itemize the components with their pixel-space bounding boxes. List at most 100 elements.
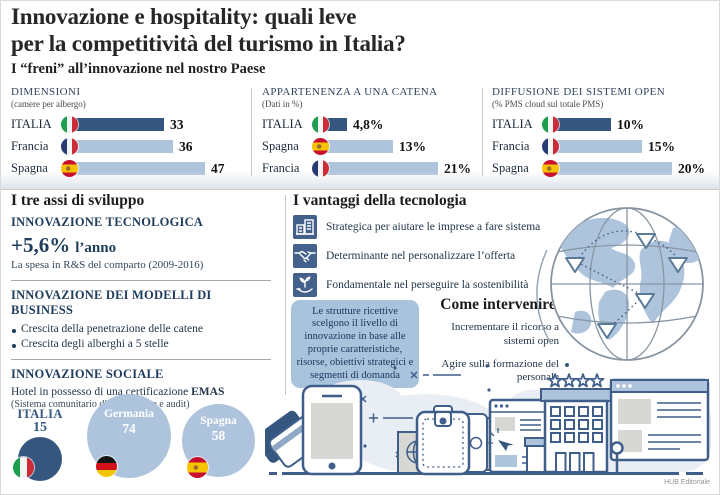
country-label: ITALIA (11, 117, 52, 131)
note-text: Le strutture ricettive scelgono il livel… (296, 305, 414, 381)
smartphone-icon (301, 384, 363, 476)
hotel-building-icon (524, 373, 612, 474)
vantaggi-item: Strategica per aiutare le imprese a fare… (293, 215, 543, 239)
map-markers (565, 233, 688, 339)
bullet-item: Crescita della penetrazione delle catene (11, 323, 273, 335)
bar-chart: ITALIA 10% Francia 15% Spagna 20% (492, 114, 713, 179)
intervenire-item: Agire sulla formazione del personale (425, 358, 571, 386)
page-title-line2: per la competitività del turismo in Ital… (11, 30, 406, 56)
assi-di-sviluppo-section: I tre assi di sviluppo INNOVAZIONE TECNO… (11, 192, 273, 410)
modelli-business-title: INNOVAZIONE DEI MODELLI DI BUSINESS (11, 288, 212, 317)
vantaggi-label: Determinante nel personalizzare l’offert… (326, 250, 516, 262)
panel-divider (482, 88, 483, 176)
country-label: Francia (11, 139, 49, 153)
rule (11, 280, 271, 281)
germany-flag-icon (96, 456, 117, 477)
intervenire-item: Incrementare il ricorso a sistemi open (425, 321, 571, 349)
vantaggi-item: Fondamentale nel perseguire la sostenibi… (293, 273, 543, 297)
france-flag-icon (542, 138, 559, 155)
italy-flag-icon (312, 116, 329, 133)
plant-hand-icon (293, 273, 317, 297)
chart-title: DIFFUSIONE DEI SISTEMI OPEN (492, 86, 666, 98)
france-flag-icon (312, 160, 329, 177)
country-label: Francia (492, 139, 530, 153)
bar-chart: ITALIA 33 Francia 36 Spagna 47 (11, 114, 243, 179)
spain-flag-icon (187, 457, 208, 478)
italy-flag-icon (61, 116, 78, 133)
bubble-label: Spagna (200, 415, 237, 427)
section-shadow (1, 171, 719, 189)
bar-value: 4,8% (353, 116, 384, 132)
rs-growth-caption: La spesa in R&S del comparto (2009-2016) (11, 259, 204, 271)
vantaggi-label: Strategica per aiutare le imprese a fare… (326, 221, 541, 233)
bubble-inner: Spagna 58 (182, 415, 255, 444)
bar-row-italia: ITALIA 33 (11, 114, 243, 135)
bar-row-italia: ITALIA 4,8% (262, 114, 474, 135)
bar (550, 118, 611, 131)
bar-row-francia: Francia 36 (11, 136, 243, 157)
bar (550, 140, 642, 153)
bar (69, 118, 164, 131)
buildings-icon (293, 215, 317, 239)
bullet-item: Crescita degli alberghi a 5 stelle (11, 338, 273, 350)
spain-flag-icon (312, 138, 329, 155)
panel-divider (251, 88, 252, 176)
bar-value: 36 (179, 138, 193, 154)
street-lamp-icon (610, 441, 624, 473)
intervenire-heading: Come intervenire (440, 296, 556, 313)
rule (11, 359, 271, 360)
bar-value: 33 (170, 116, 184, 132)
dot-decorations (363, 364, 491, 448)
bar (320, 140, 393, 153)
globe-illustration (536, 207, 704, 361)
column-divider (285, 195, 286, 395)
innovazione-tecnologica-title: INNOVAZIONE TECNOLOGICA (11, 215, 204, 229)
chart-dimensioni: DIMENSIONI (camere per albergo) ITALIA 33… (11, 86, 243, 178)
emas-acronym: EMAS (191, 386, 225, 398)
france-flag-icon (61, 138, 78, 155)
freni-section-heading: I “freni” all’innovazione nel nostro Pae… (11, 61, 266, 77)
chart-subtitle: (% PMS cloud sul totale PMS) (492, 99, 604, 109)
section-divider (1, 189, 719, 190)
emas-text: Hotel in possesso di una certificazione (11, 386, 192, 398)
bubble-value: 58 (211, 428, 226, 444)
bar-row-francia: Francia 15% (492, 136, 713, 157)
spain-flag-icon (542, 160, 559, 177)
emas-line: Hotel in possesso di una certificazione … (11, 386, 273, 398)
bubble-value: 15 (33, 420, 47, 436)
rs-growth-suffix: l’anno (75, 240, 117, 256)
publisher-credit: HUB Editoriale (664, 479, 710, 486)
page-title: Innovazione e hospitality: quali leve pe… (11, 4, 406, 57)
come-intervenire-section: Come intervenire Incrementare il ricorso… (425, 296, 571, 394)
bar-value: 15% (648, 138, 675, 154)
bubble-label: ITALIA (17, 407, 63, 421)
innovazione-sociale-title: INNOVAZIONE SOCIALE (11, 367, 164, 381)
hospitality-illustration (265, 364, 711, 476)
bar-row-spagna: Spagna 13% (262, 136, 474, 157)
bar-value: 10% (617, 116, 644, 132)
chart-appartenenza-catena: APPARTENENZA A UNA CATENA (Dati in %) IT… (262, 86, 474, 178)
country-label: Spagna (262, 139, 299, 153)
bubble-caption-italia: ITALIA 15 (14, 407, 66, 436)
hotel-stars-icon (547, 373, 605, 388)
wallet-icon (415, 405, 471, 476)
bubble-value: 74 (122, 421, 136, 437)
country-label: ITALIA (492, 117, 533, 131)
sparkle-decorations (359, 371, 461, 458)
bubble-label: Germania (104, 408, 154, 420)
assi-heading: I tre assi di sviluppo (11, 192, 145, 209)
bar-value: 13% (399, 138, 426, 154)
page-title-line1: Innovazione e hospitality: quali leve (11, 4, 357, 29)
chart-subtitle: (camere per albergo) (11, 99, 86, 109)
rs-growth-value: +5,6% (11, 233, 71, 257)
chart-subtitle: (Dati in %) (262, 99, 303, 109)
strutture-ricettive-note: Le strutture ricettive scelgono il livel… (291, 300, 419, 388)
handshake-icon (293, 244, 317, 268)
bar (69, 140, 173, 153)
chart-title: APPARTENENZA A UNA CATENA (262, 86, 438, 98)
rs-growth-stat: +5,6% l’anno (11, 233, 273, 258)
spain-flag-icon (61, 160, 78, 177)
cursor-icon (498, 440, 514, 451)
vantaggi-item: Determinante nel personalizzare l’offert… (293, 244, 543, 268)
